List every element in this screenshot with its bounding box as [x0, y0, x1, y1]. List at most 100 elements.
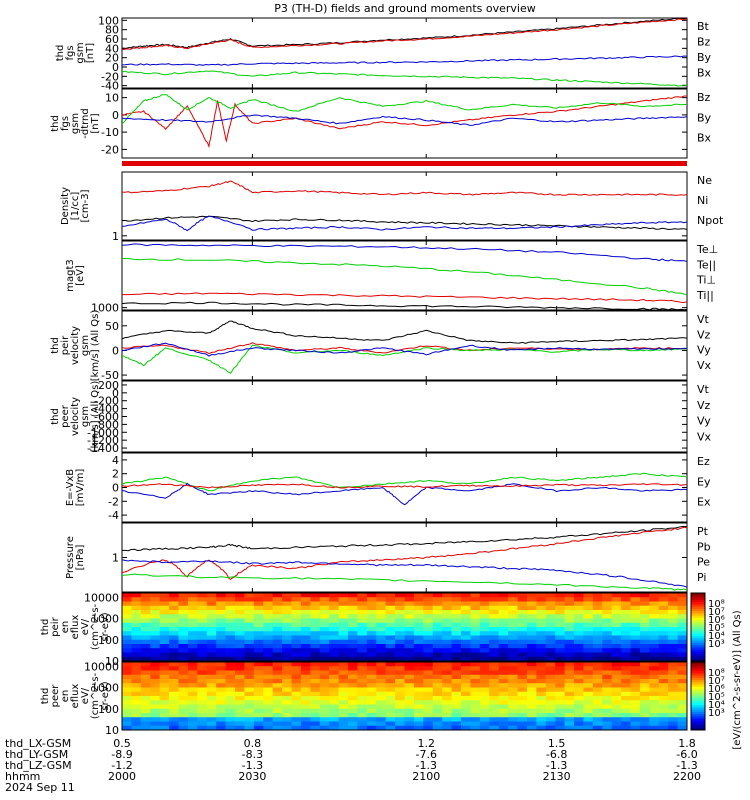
heatmap-cell — [187, 670, 198, 676]
y-tick-label: -800 — [94, 418, 119, 431]
colorbar-cell — [691, 593, 705, 596]
heatmap-cell — [489, 635, 500, 641]
heatmap-cell — [348, 644, 358, 649]
heatmap-cell — [517, 622, 528, 628]
heatmap-cell — [366, 696, 377, 701]
heatmap-cell — [423, 648, 434, 653]
heatmap-cell — [611, 622, 622, 628]
heatmap-cell — [216, 674, 227, 680]
heatmap-cell — [216, 662, 227, 667]
heatmap-cell — [282, 700, 292, 705]
heatmap-cell — [508, 610, 518, 615]
heatmap-cell — [395, 721, 405, 727]
heatmap-cell — [432, 662, 443, 667]
panel-frame — [121, 17, 688, 89]
series-Vx — [121, 342, 688, 357]
heatmap-cell — [140, 605, 151, 611]
heatmap-cell — [140, 662, 151, 667]
x-row-value: 2000 — [108, 770, 136, 783]
y-label-line: thd — [50, 337, 61, 354]
heatmap-cell — [131, 717, 142, 722]
heatmap-cell — [677, 683, 688, 688]
heatmap-cell — [404, 696, 415, 701]
heatmap-cell — [555, 679, 566, 684]
heatmap-cell — [300, 610, 311, 615]
heatmap-cell — [235, 696, 245, 701]
heatmap-cell — [263, 713, 274, 718]
y-axis-label: Pressure [nPa] — [65, 536, 86, 579]
heatmap-cell — [338, 696, 349, 701]
heatmap-cell — [338, 610, 349, 615]
heatmap-cell — [131, 644, 142, 649]
heatmap-cell — [338, 605, 349, 611]
heatmap-cell — [206, 687, 217, 693]
heatmap-cell — [263, 614, 274, 619]
heatmap-cell — [329, 644, 340, 649]
heatmap-cell — [574, 639, 584, 645]
y-label-line: E=-VxB — [65, 469, 76, 506]
heatmap-cell — [498, 713, 509, 718]
heatmap-cell — [649, 644, 660, 649]
series-Te|| — [122, 292, 688, 304]
heatmap-cell — [461, 674, 471, 680]
heatmap-cell — [461, 683, 471, 688]
heatmap-cell — [159, 601, 170, 607]
heatmap-cell — [357, 605, 368, 611]
heatmap-cell — [385, 648, 396, 653]
heatmap-cell — [263, 644, 274, 649]
heatmap-cell — [592, 713, 603, 718]
heatmap-cell — [338, 691, 349, 697]
heatmap-cell — [282, 717, 292, 722]
heatmap-cell — [348, 639, 358, 645]
heatmap-cell — [461, 687, 471, 693]
heatmap-cell — [348, 721, 358, 727]
heatmap-cell — [319, 674, 330, 680]
heatmap-cell — [197, 691, 208, 697]
colorbar-cell — [691, 677, 705, 681]
heatmap-cell — [602, 691, 613, 697]
heatmap-cell — [489, 704, 500, 710]
heatmap-cell — [451, 717, 462, 722]
heatmap-cell — [574, 679, 584, 684]
heatmap-cell — [348, 627, 358, 632]
heatmap-cell — [225, 700, 236, 705]
colorbar-cell — [691, 647, 705, 651]
heatmap-cell — [319, 627, 330, 632]
heatmap-cell — [395, 635, 405, 641]
heatmap-cell — [310, 696, 321, 701]
heatmap-cell — [329, 601, 340, 607]
heatmap-cell — [404, 648, 415, 653]
colorbar-cell — [691, 620, 705, 623]
heatmap-cell — [178, 656, 189, 662]
heatmap-cell — [451, 679, 462, 684]
heatmap-cell — [216, 593, 227, 598]
heatmap-cell — [140, 635, 151, 641]
heatmap-cell — [526, 622, 537, 628]
heatmap-cell — [498, 644, 509, 649]
heatmap-cell — [206, 700, 217, 705]
heatmap-cell — [564, 656, 575, 662]
heatmap-cell — [592, 593, 603, 598]
heatmap-cell — [413, 713, 424, 718]
heatmap-cell — [479, 670, 490, 676]
heatmap-cell — [197, 713, 208, 718]
heatmap-cell — [178, 691, 189, 697]
heatmap-cell — [366, 605, 377, 611]
heatmap-cell — [310, 656, 321, 662]
heatmap-cell — [366, 652, 377, 658]
heatmap-cell — [545, 717, 556, 722]
heatmap-cell — [310, 717, 321, 722]
y-tick-label: 0 — [112, 109, 119, 122]
heatmap-cell — [470, 652, 481, 658]
heatmap-cell — [526, 593, 537, 598]
heatmap-cell — [413, 674, 424, 680]
heatmap-cell — [470, 674, 481, 680]
heatmap-cell — [206, 601, 217, 607]
heatmap-cell — [621, 691, 631, 697]
heatmap-cell — [498, 635, 509, 641]
heatmap-cell — [235, 713, 245, 718]
heatmap-cell — [216, 666, 227, 671]
heatmap-cell — [216, 627, 227, 632]
heatmap-cell — [385, 610, 396, 615]
heatmap-cell — [555, 605, 566, 611]
